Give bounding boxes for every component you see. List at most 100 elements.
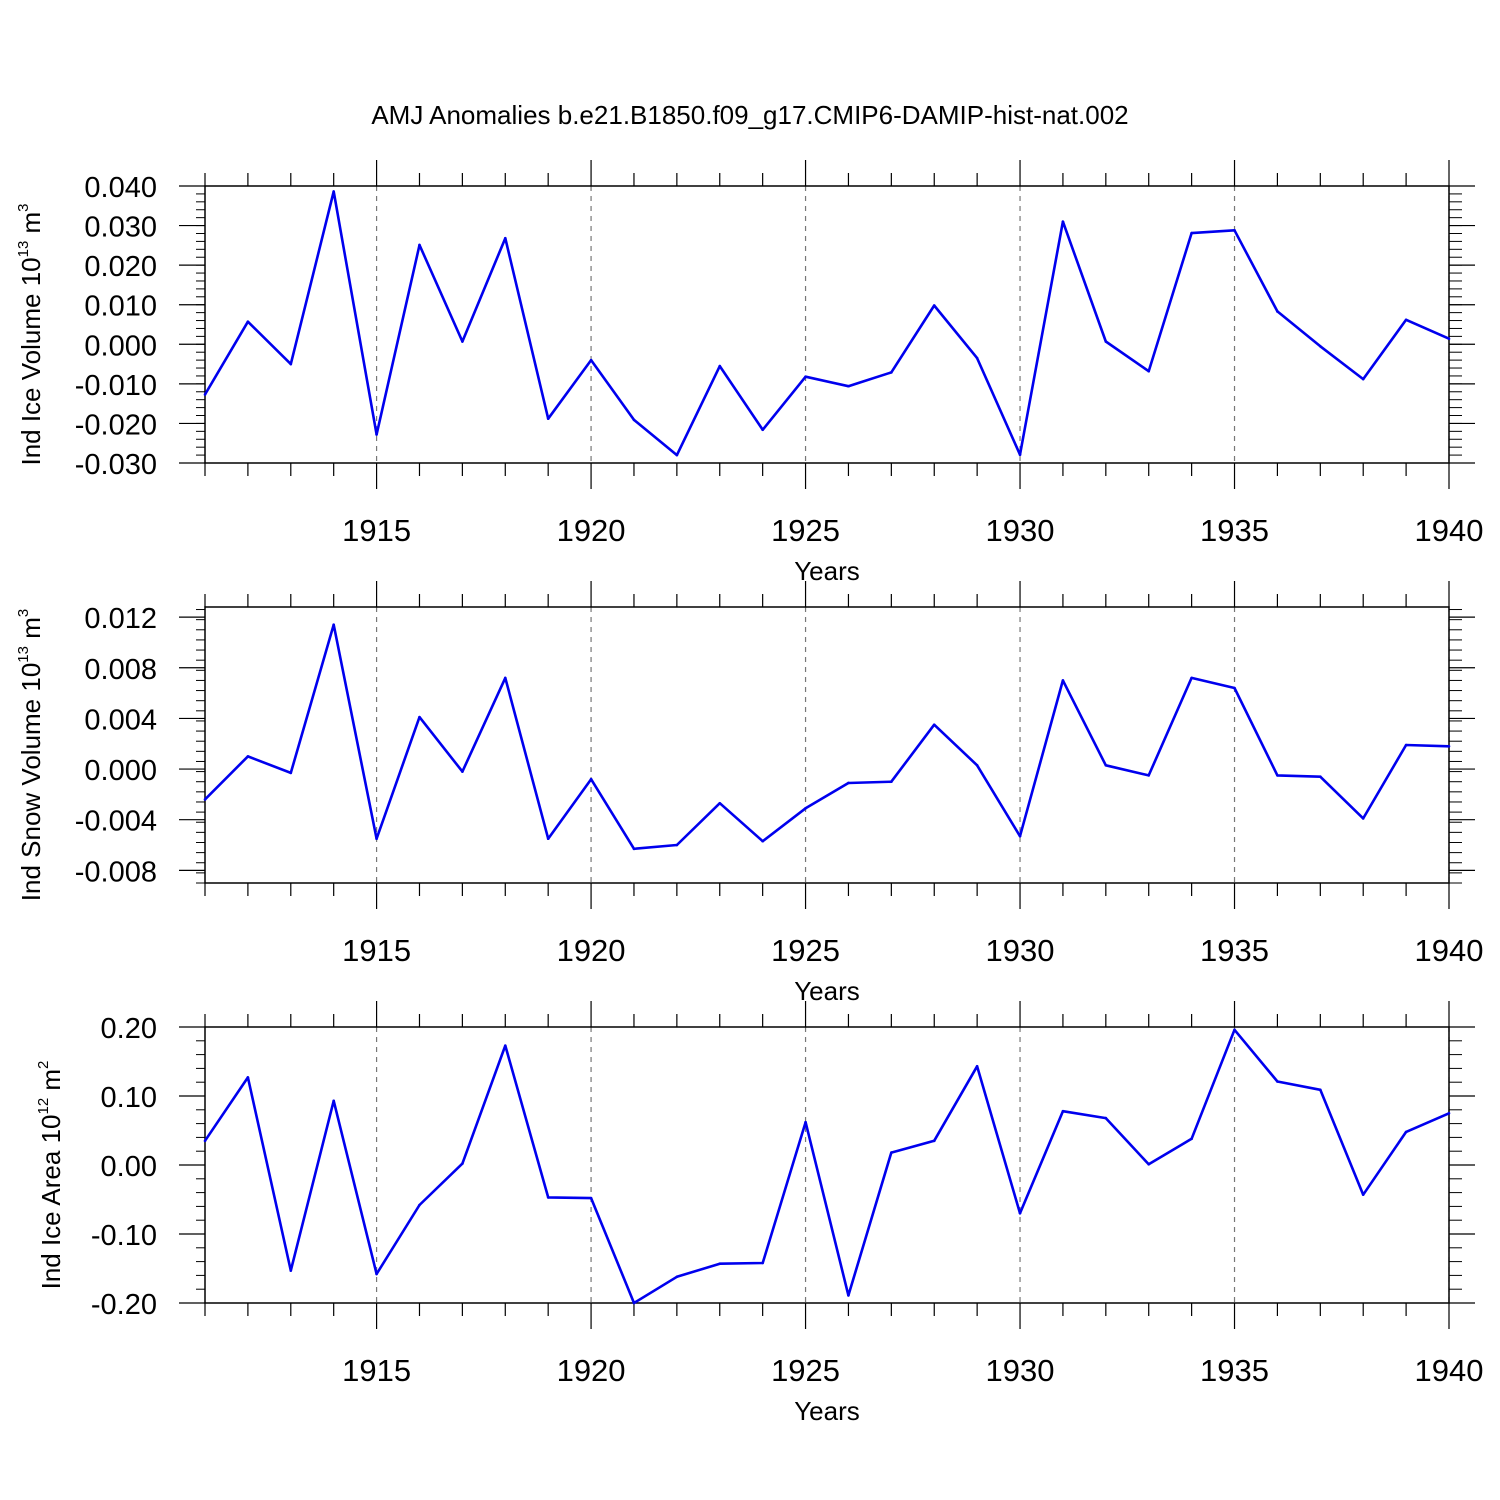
x-tick-label: 1930 bbox=[986, 513, 1055, 548]
panel-2: 0.012 0.008 0.004 0.000 -0.004 -0.008 1915 1920… bbox=[15, 581, 1483, 1006]
x-tick-label: 1925 bbox=[771, 513, 840, 548]
y-tick-label: -0.030 bbox=[75, 449, 157, 481]
data-point-1914 bbox=[332, 190, 335, 193]
data-point-1933 bbox=[1147, 1163, 1151, 1166]
y-tick-label: -0.004 bbox=[75, 806, 157, 838]
data-point-1912 bbox=[246, 755, 250, 758]
data-point-1931 bbox=[1061, 220, 1065, 223]
data-point-1927 bbox=[890, 371, 893, 374]
data-point-1927 bbox=[890, 1151, 893, 1154]
data-point-1931 bbox=[1061, 1109, 1065, 1113]
y-tick-label: 0.010 bbox=[84, 291, 157, 323]
y-tick-label: 0.004 bbox=[84, 704, 157, 736]
data-point-1912 bbox=[246, 320, 250, 324]
data-point-1931 bbox=[1061, 679, 1065, 682]
data-point-1929 bbox=[975, 1065, 979, 1068]
data-point-1911 bbox=[203, 1139, 207, 1143]
data-point-1918 bbox=[503, 1044, 507, 1047]
data-point-1922 bbox=[675, 453, 679, 457]
data-point-1936 bbox=[1276, 310, 1279, 313]
data-point-1939 bbox=[1404, 1130, 1408, 1134]
y-tick-label: -0.020 bbox=[75, 409, 157, 441]
x-tick-label: 1935 bbox=[1200, 1353, 1269, 1388]
y-tick-label: 0.030 bbox=[84, 212, 157, 244]
data-point-1938 bbox=[1361, 817, 1365, 820]
data-point-1915 bbox=[375, 1272, 378, 1276]
data-point-1930 bbox=[1018, 834, 1022, 838]
data-point-1939 bbox=[1404, 743, 1408, 747]
y-tick-label: 0.012 bbox=[84, 603, 157, 635]
data-point-1926 bbox=[847, 1294, 850, 1297]
data-point-1919 bbox=[546, 1196, 550, 1199]
data-point-1923 bbox=[718, 1262, 722, 1265]
y-axis-label: Ind Ice Volume 1013 m3 bbox=[15, 203, 46, 465]
data-point-1928 bbox=[932, 723, 936, 727]
data-point-1925 bbox=[804, 807, 807, 810]
plot-frame bbox=[204, 185, 1450, 464]
data-point-1932 bbox=[1104, 763, 1108, 767]
figure-title: AMJ Anomalies b.e21.B1850.f09_g17.CMIP6-… bbox=[371, 100, 1128, 130]
data-point-1920 bbox=[589, 358, 593, 362]
y-axis-label: Ind Ice Area 1012 m2 bbox=[35, 1061, 66, 1290]
data-point-1924 bbox=[761, 428, 764, 432]
data-point-1914 bbox=[332, 623, 335, 627]
data-point-1938 bbox=[1361, 377, 1365, 381]
y-tick-label: 0.008 bbox=[84, 654, 157, 686]
data-point-1919 bbox=[546, 417, 550, 420]
x-tick-label: 1920 bbox=[557, 933, 626, 968]
data-point-1913 bbox=[289, 1269, 293, 1272]
y-tick-label: 0.000 bbox=[84, 330, 157, 362]
data-point-1933 bbox=[1147, 774, 1151, 777]
data-point-1923 bbox=[718, 364, 722, 368]
data-point-1935 bbox=[1233, 1028, 1236, 1032]
series-line bbox=[204, 623, 1450, 851]
data-point-1912 bbox=[246, 1076, 250, 1079]
y-tick-label: -0.010 bbox=[75, 370, 157, 402]
panels: 0.040 0.030 0.020 0.010 0.000 -0.010 -0.020 -0.… bbox=[15, 160, 1483, 1426]
data-point-1940 bbox=[1447, 1111, 1451, 1115]
data-point-1915 bbox=[375, 433, 378, 436]
data-point-1936 bbox=[1276, 774, 1279, 777]
x-tick-label: 1915 bbox=[342, 933, 411, 968]
x-tick-label: 1930 bbox=[986, 933, 1055, 968]
data-point-1916 bbox=[418, 1203, 421, 1207]
data-point-1911 bbox=[203, 393, 207, 396]
data-point-1911 bbox=[203, 798, 207, 801]
data-point-1940 bbox=[1447, 744, 1451, 748]
x-tick-label: 1925 bbox=[771, 1353, 840, 1388]
x-tick-label: 1920 bbox=[557, 513, 626, 548]
y-tick-label: -0.008 bbox=[75, 856, 157, 888]
data-point-1930 bbox=[1018, 1212, 1022, 1215]
data-point-1934 bbox=[1190, 1137, 1193, 1141]
y-tick-label: -0.20 bbox=[91, 1289, 157, 1321]
y-tick-label: 0.10 bbox=[101, 1082, 157, 1114]
x-tick-label: 1915 bbox=[342, 513, 411, 548]
data-point-1916 bbox=[418, 243, 421, 247]
data-point-1919 bbox=[546, 837, 550, 840]
data-point-1936 bbox=[1276, 1080, 1279, 1083]
data-point-1927 bbox=[890, 780, 893, 784]
data-point-1926 bbox=[847, 384, 850, 388]
series-line bbox=[203, 1028, 1450, 1305]
y-axis-label: Ind Snow Volume 1013 m3 bbox=[15, 609, 46, 901]
data-point-1918 bbox=[503, 236, 507, 240]
data-point-1935 bbox=[1233, 229, 1236, 232]
data-point-1932 bbox=[1104, 340, 1108, 343]
data-point-1917 bbox=[461, 340, 464, 343]
data-point-1937 bbox=[1319, 775, 1322, 778]
y-tick-label: 0.20 bbox=[101, 1013, 157, 1045]
x-axis-label: Years bbox=[794, 556, 860, 586]
data-point-1940 bbox=[1447, 337, 1451, 341]
data-point-1939 bbox=[1404, 318, 1408, 322]
data-point-1922 bbox=[675, 1275, 679, 1279]
data-point-1925 bbox=[804, 1120, 807, 1124]
data-point-1934 bbox=[1190, 231, 1193, 235]
data-point-1926 bbox=[847, 781, 850, 785]
plot-frame bbox=[204, 1026, 1450, 1304]
data-point-1924 bbox=[761, 839, 764, 843]
data-point-1925 bbox=[804, 375, 807, 379]
data-point-1932 bbox=[1104, 1116, 1108, 1120]
y-tick-label: 0.020 bbox=[84, 251, 157, 283]
data-point-1933 bbox=[1147, 369, 1151, 373]
